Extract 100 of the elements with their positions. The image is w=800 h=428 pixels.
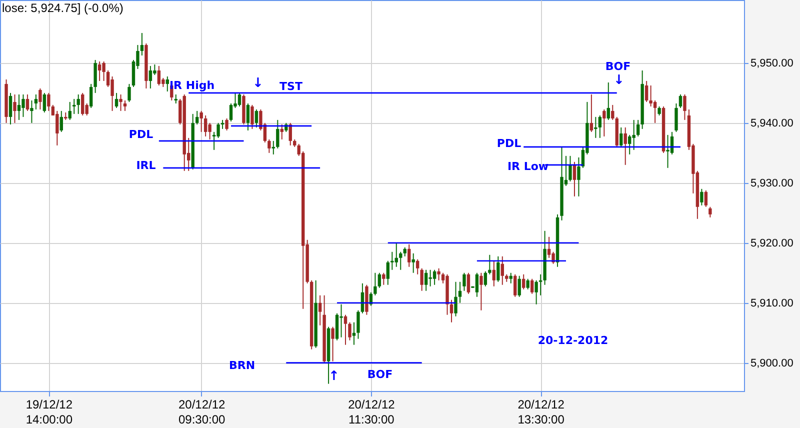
- candlestick: [522, 274, 526, 290]
- candlestick: [632, 119, 636, 150]
- candlestick: [94, 59, 97, 94]
- candlestick: [394, 242, 398, 268]
- candlestick: [636, 119, 640, 137]
- annotation: IR High: [169, 79, 215, 92]
- candlestick: [166, 76, 170, 92]
- candlestick: [475, 272, 479, 298]
- candlestick: [488, 254, 492, 275]
- candlestick: [590, 94, 594, 132]
- candlestick: [602, 108, 606, 137]
- candlestick: [526, 278, 530, 290]
- candlestick: [500, 256, 504, 286]
- candlestick: [424, 269, 428, 292]
- candlestick: [60, 110, 63, 132]
- candlestick: [598, 114, 602, 138]
- y-tick-label: 5,930.00: [750, 177, 794, 190]
- candlestick: [195, 110, 199, 125]
- annotation: ↑: [328, 369, 340, 384]
- annotation: BOF: [367, 368, 393, 381]
- candlestick: [119, 94, 122, 112]
- candlestick: [514, 274, 517, 298]
- candlestick: [276, 119, 280, 149]
- candlestick: [466, 272, 470, 294]
- candlestick: [416, 258, 420, 275]
- candlestick: [72, 98, 76, 114]
- candlestick: [577, 156, 580, 197]
- candlestick: [462, 272, 466, 292]
- candlestick: [572, 161, 576, 197]
- candlestick: [208, 122, 212, 140]
- candlestick: [428, 269, 432, 287]
- candlestick: [408, 244, 411, 268]
- candlestick: [620, 126, 623, 148]
- candlestick: [700, 188, 704, 206]
- candlestick: [708, 206, 712, 218]
- y-tick-label: 5,920.00: [750, 237, 794, 250]
- candlestick: [352, 322, 356, 346]
- candlestick: [254, 108, 258, 128]
- annotation: BRN: [228, 359, 256, 372]
- candlestick: [480, 272, 483, 311]
- candlestick: [450, 299, 454, 323]
- candlestick: [356, 310, 360, 340]
- candlestick: [390, 251, 394, 270]
- y-tick-label: 5,940.00: [750, 117, 794, 130]
- candlestick: [30, 100, 34, 124]
- candlestick: [280, 124, 284, 140]
- candlestick: [374, 272, 377, 296]
- annotation: BOF: [605, 60, 631, 73]
- candlestick: [68, 101, 72, 120]
- candlestick: [110, 76, 114, 112]
- candlestick: [340, 304, 343, 338]
- annotation: ↓: [252, 76, 264, 91]
- y-tick-label: 5,950.00: [750, 57, 794, 70]
- candlestick: [89, 83, 93, 108]
- candlestick: [496, 256, 500, 282]
- candlestick: [268, 138, 271, 154]
- candlestick: [538, 274, 542, 296]
- candlestick: [594, 116, 598, 138]
- candlestick: [454, 281, 458, 317]
- candlestick: [518, 275, 521, 298]
- candlestick: [547, 236, 551, 258]
- candlestick: [34, 94, 38, 110]
- candlestick: [412, 252, 415, 274]
- annotation: IR Low: [507, 160, 549, 173]
- candlestick: [348, 322, 352, 341]
- candlestick: [534, 280, 538, 305]
- x-tick-label: 20/12/12 13:30:00: [518, 398, 565, 426]
- candlestick: [432, 269, 436, 286]
- candlestick: [331, 326, 334, 362]
- candlestick: [568, 155, 572, 182]
- y-tick-label: 5,910.00: [750, 297, 794, 310]
- candlestick: [225, 118, 228, 131]
- candlestick: [653, 100, 657, 124]
- candlestick: [437, 268, 440, 281]
- candlestick: [318, 294, 322, 326]
- candlestick: [128, 83, 131, 102]
- annotation: 20-12-2012: [538, 334, 608, 347]
- annotation: lose: 5,924.75] (-0.0%): [2, 1, 124, 15]
- candlestick: [420, 268, 424, 292]
- candlestick: [484, 270, 488, 287]
- candlestick: [458, 281, 462, 304]
- candlestick: [22, 94, 25, 118]
- candlestick: [624, 126, 627, 166]
- candlestick: [649, 84, 652, 107]
- candlestick: [238, 92, 242, 107]
- candlestick: [606, 82, 610, 120]
- candlestick: [13, 94, 16, 124]
- candlestick: [98, 60, 102, 82]
- candlestick: [644, 80, 648, 102]
- x-tick-label: 20/12/12 11:30:00: [348, 398, 396, 426]
- candlestick: [509, 272, 512, 284]
- candlestick: [102, 60, 106, 82]
- candlestick: [8, 92, 12, 125]
- annotation: TST: [280, 80, 303, 93]
- candlestick: [678, 94, 682, 108]
- candlestick: [76, 94, 80, 114]
- y-tick-label: 5,900.00: [750, 357, 794, 370]
- candlestick: [81, 92, 84, 116]
- candlestick: [47, 92, 50, 112]
- candlestick: [42, 92, 46, 113]
